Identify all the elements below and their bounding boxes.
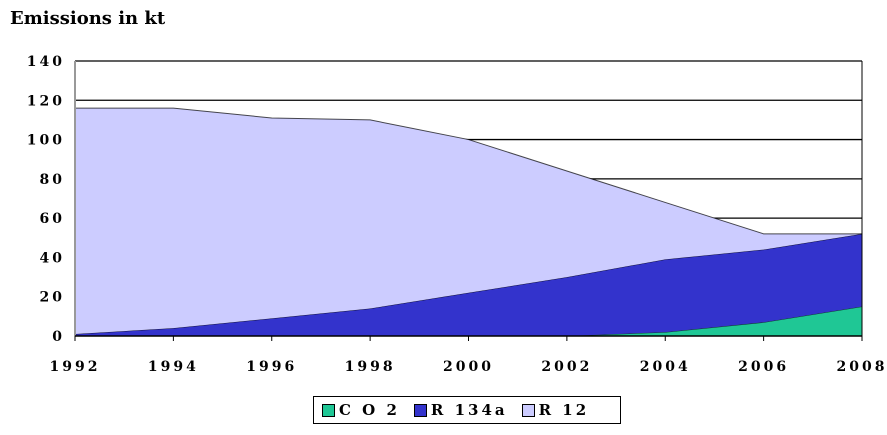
y-tick-label: 120 [27, 93, 65, 109]
y-tick-label: 140 [27, 54, 65, 70]
y-tick-label: 20 [40, 290, 65, 306]
y-tick-label: 40 [40, 250, 65, 266]
legend-label: R 12 [538, 401, 590, 419]
area-c-o-2 [75, 306, 862, 336]
legend-item: R 12 [521, 401, 590, 419]
x-tick-label: 1996 [246, 359, 297, 375]
legend: C O 2 R 134a R 12 [313, 396, 621, 424]
legend-swatch [322, 403, 335, 417]
legend-swatch [413, 403, 427, 417]
legend-swatch [521, 403, 535, 417]
x-tick-label: 2008 [837, 359, 887, 375]
area-series [74, 107, 863, 337]
x-axis-ticks: 1992 1994 1996 1998 2000 2002 2004 2006 2008 [50, 336, 887, 375]
chart-title: Emissions in kt [10, 8, 166, 29]
x-tick-label: 1998 [345, 359, 396, 375]
y-axis-ticks: 0 20 40 60 80 100 120 140 [27, 54, 65, 345]
y-tick-label: 80 [40, 172, 65, 188]
x-tick-label: 1994 [148, 359, 199, 375]
x-tick-label: 1992 [50, 359, 101, 375]
legend-item: R 134a [413, 401, 508, 419]
area-r-12 [75, 108, 862, 335]
y-tick-label: 60 [40, 211, 65, 227]
legend-label: C O 2 [339, 401, 400, 419]
x-tick-label: 2000 [443, 359, 494, 375]
y-tick-label: 100 [27, 133, 65, 149]
series-outline-2 [75, 107, 862, 235]
legend-item: C O 2 [322, 401, 400, 419]
x-tick-label: 2006 [738, 359, 789, 375]
legend-label: R 134a [430, 401, 508, 419]
x-tick-label: 2004 [640, 359, 691, 375]
x-tick-label: 2002 [541, 359, 592, 375]
y-tick-label: 0 [52, 329, 65, 345]
